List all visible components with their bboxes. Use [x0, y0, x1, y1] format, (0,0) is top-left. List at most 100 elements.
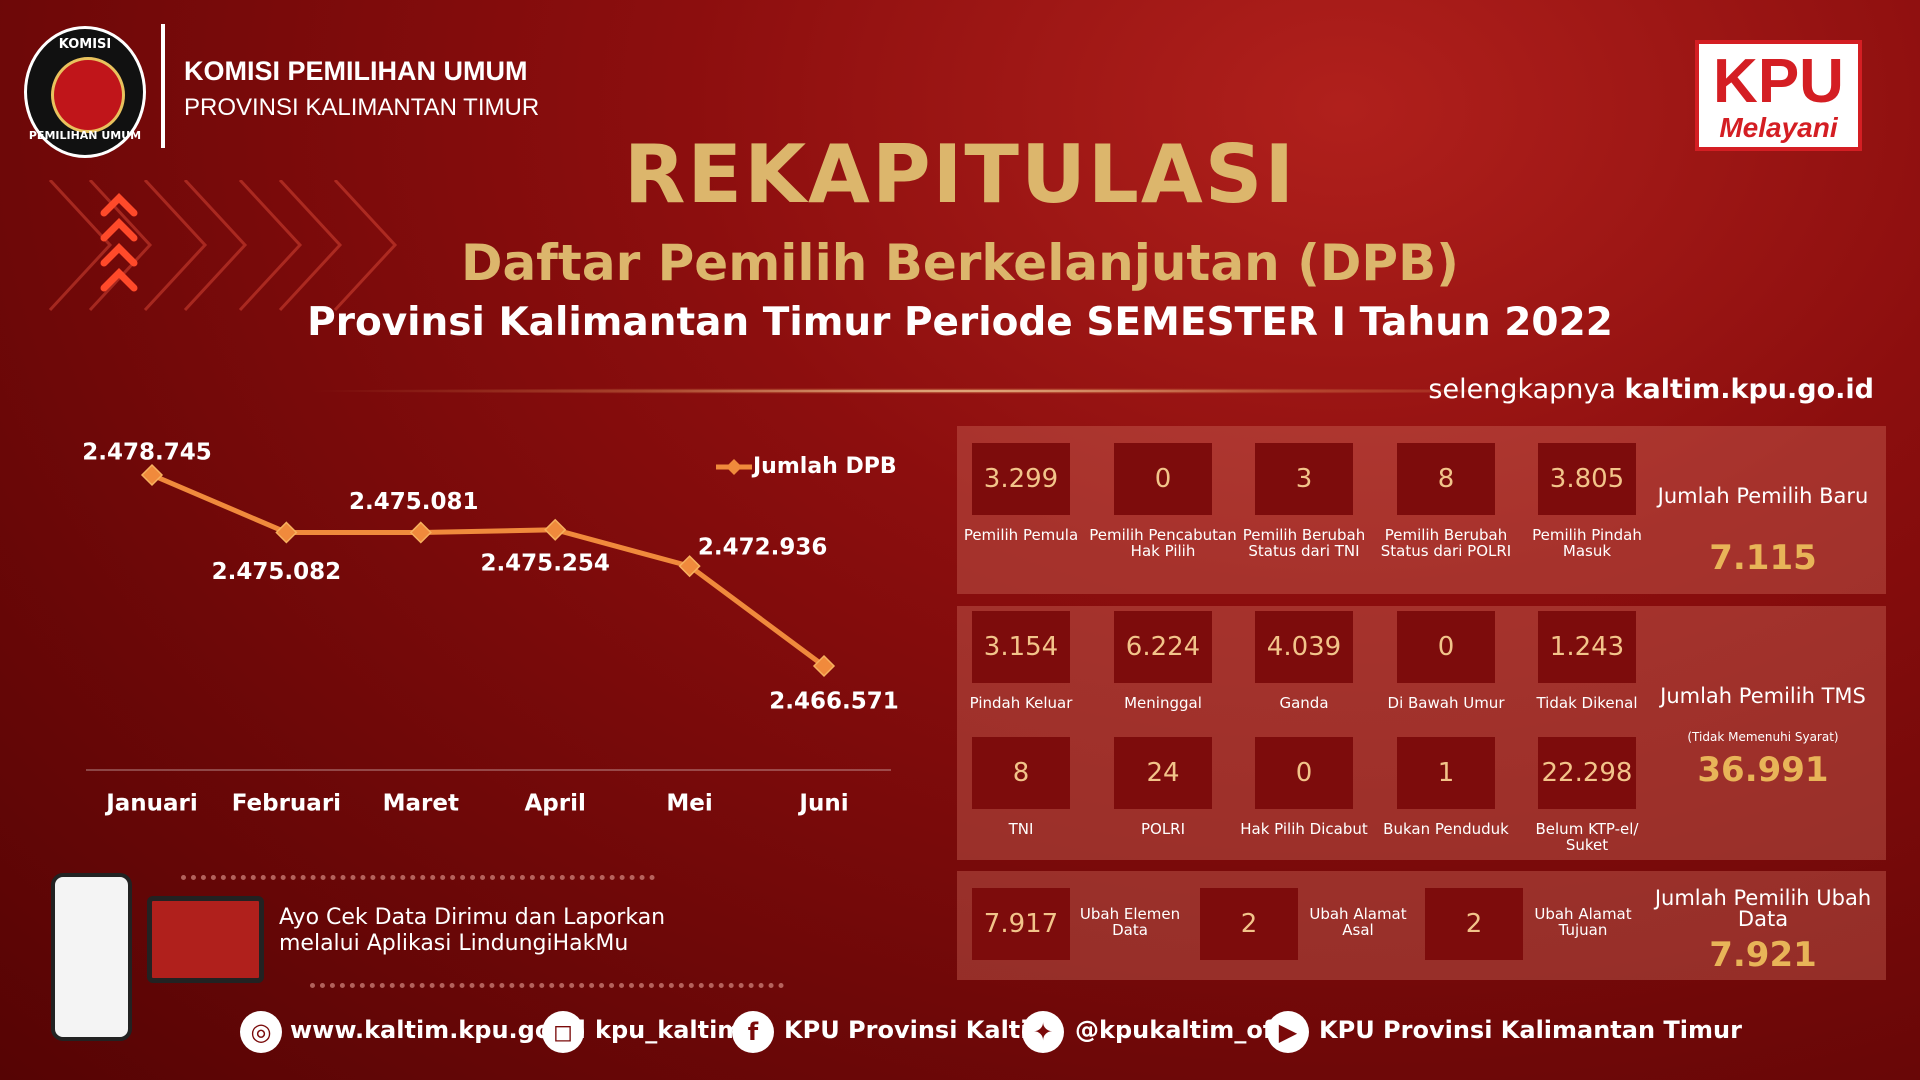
x-tick-label: Juni: [797, 791, 848, 817]
data-point: [812, 654, 836, 678]
stat-value: 3.154: [972, 611, 1070, 683]
footer-website: www.kaltim.kpu.go.id: [290, 1016, 586, 1044]
legend-marker: [726, 459, 742, 475]
stat-value: 0: [1114, 443, 1212, 515]
divider: [161, 24, 165, 148]
stat-label: POLRI: [1140, 820, 1186, 838]
stat-label: Pemilih Pemula: [963, 526, 1079, 544]
decor-arrows: [48, 180, 398, 312]
subtitle: Daftar Pemilih Berkelanjutan (DPB): [460, 234, 1460, 292]
stat-value: 3.805: [1538, 443, 1636, 515]
stat-label: Pindah Keluar: [969, 694, 1073, 712]
title: REKAPITULASI: [623, 128, 1297, 221]
stat-value: 4.039: [1255, 611, 1353, 683]
promo-line: melalui Aplikasi LindungiHakMu: [279, 931, 629, 956]
data-line: [151, 472, 826, 669]
x-tick-label: Januari: [104, 791, 198, 817]
stat-label: Ganda: [1279, 694, 1329, 712]
value-label: 2.475.254: [480, 550, 610, 576]
stat-label: Pemilih Pindah Masuk: [1532, 526, 1642, 560]
promo-text: Ayo Cek Data Dirimu dan Laporkan melalui…: [279, 905, 665, 957]
more-info: selengkapnya kaltim.kpu.go.id: [1428, 374, 1874, 405]
x-tick-label: Maret: [383, 791, 459, 817]
stat-label: Hak Pilih Dicabut: [1240, 820, 1368, 838]
stat-value: 2: [1425, 888, 1523, 960]
logo-bottom: PEMILIHAN UMUM: [28, 129, 142, 142]
badge-main: KPU: [1713, 47, 1844, 116]
stat-value: 8: [972, 737, 1070, 809]
stat-value: 7.917: [972, 888, 1070, 960]
stat-value: 22.298: [1538, 737, 1636, 809]
stat-value: 0: [1255, 737, 1353, 809]
stat-value: 8: [1397, 443, 1495, 515]
footer-twitter: @kpukaltim_ofc: [1075, 1016, 1288, 1044]
dotted-line: [310, 983, 784, 988]
stat-value: 2: [1200, 888, 1298, 960]
promo-line: Ayo Cek Data Dirimu dan Laporkan: [279, 905, 666, 930]
data-point: [544, 518, 567, 541]
stat-value: 1: [1397, 737, 1495, 809]
total-label: Jumlah Pemilih Ubah Data: [1654, 886, 1872, 931]
x-tick-label: Mei: [666, 791, 712, 817]
stat-label: Pemilih Berubah Status dari TNI: [1242, 526, 1366, 560]
total-note: (Tidak Memenuhi Syarat): [1687, 730, 1839, 744]
web-icon: ◎: [240, 1011, 282, 1053]
org-name: KOMISI PEMILIHAN UMUM: [184, 56, 528, 86]
stat-label: TNI: [1008, 820, 1034, 838]
more-prefix: selengkapnya: [1428, 374, 1616, 405]
stat-label: Belum KTP-el/ Suket: [1535, 820, 1639, 854]
total-value: 7.921: [1709, 935, 1817, 975]
data-point: [409, 521, 432, 544]
period: Provinsi Kalimantan Timur Periode SEMEST…: [307, 300, 1613, 345]
province-name: PROVINSI KALIMANTAN TIMUR: [184, 94, 540, 121]
stat-value: 1.243: [1538, 611, 1636, 683]
total-label: Jumlah Pemilih TMS: [1660, 684, 1866, 708]
value-label: 2.475.082: [212, 559, 342, 585]
footer-facebook: KPU Provinsi Kaltim: [784, 1016, 1054, 1044]
stat-value: 24: [1114, 737, 1212, 809]
line-chart: 2.478.745 Januari 2.475.082 Februari 2.475.0…: [82, 440, 899, 817]
facebook-icon: f: [732, 1011, 774, 1053]
value-label: 2.475.081: [349, 489, 479, 515]
stat-label: Ubah Alamat Tujuan: [1534, 905, 1632, 939]
data-point: [275, 521, 298, 544]
legend-label: Jumlah DPB: [751, 454, 897, 479]
twitter-icon: ✦: [1022, 1011, 1064, 1053]
kpu-logo: KOMISI PEMILIHAN UMUM: [24, 26, 146, 158]
data-point: [140, 463, 164, 487]
stat-label: Ubah Elemen Data: [1079, 905, 1181, 939]
more-site: kaltim.kpu.go.id: [1624, 374, 1874, 405]
stat-label: Bukan Penduduk: [1383, 820, 1509, 838]
stat-label: Pemilih Berubah Status dari POLRI: [1380, 526, 1512, 560]
total-label: Jumlah Pemilih Baru: [1657, 484, 1869, 508]
stat-label: Di Bawah Umur: [1387, 694, 1505, 712]
glow-line: [300, 388, 1620, 394]
footer-youtube: KPU Provinsi Kalimantan Timur: [1319, 1016, 1742, 1044]
stat-value: 0: [1397, 611, 1495, 683]
tablet-mockup: [147, 896, 264, 983]
stat-label: Ubah Alamat Asal: [1309, 905, 1407, 939]
stat-label: Pemilih Pencabutan Hak Pilih: [1089, 526, 1237, 560]
stat-value: 3: [1255, 443, 1353, 515]
stat-value: 6.224: [1114, 611, 1212, 683]
phone-mockup: [51, 873, 132, 1041]
value-label: 2.466.571: [769, 689, 899, 715]
dotted-line: [181, 875, 655, 880]
value-label: 2.472.936: [698, 535, 828, 561]
footer-instagram: kpu_kaltim: [595, 1016, 743, 1044]
x-tick-label: Februari: [232, 791, 341, 817]
logo-top: KOMISI: [58, 37, 112, 52]
data-point: [678, 555, 701, 578]
stat-label: Meninggal: [1124, 694, 1202, 712]
stat-value: 3.299: [972, 443, 1070, 515]
kpu-melayani-badge: KPU Melayani: [1695, 40, 1862, 151]
total-value: 7.115: [1709, 538, 1817, 578]
stat-label: Tidak Dikenal: [1536, 694, 1638, 712]
instagram-icon: ◻: [542, 1011, 584, 1053]
youtube-icon: ▶: [1267, 1011, 1309, 1053]
total-value: 36.991: [1697, 750, 1829, 790]
value-label: 2.478.745: [82, 440, 212, 466]
x-tick-label: April: [525, 791, 586, 817]
stat-panel: [957, 871, 1886, 980]
